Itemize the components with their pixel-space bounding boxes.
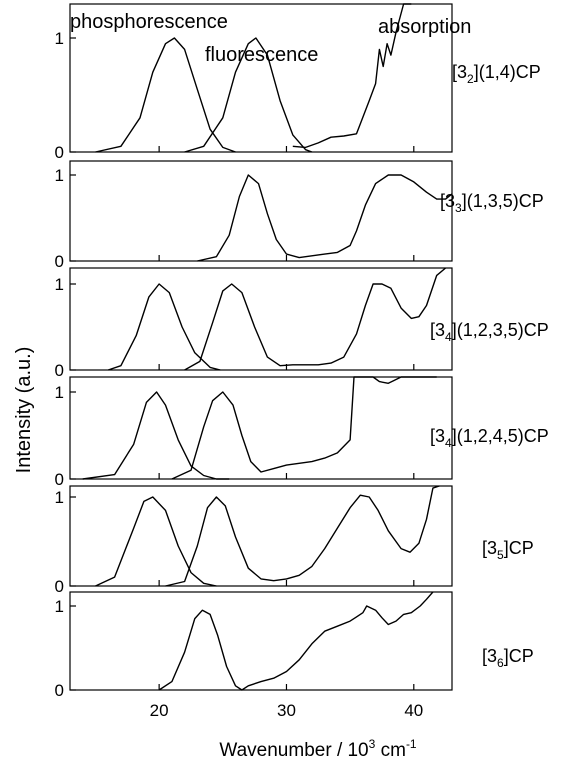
x-axis-label-unit-exp: -1 — [406, 737, 417, 751]
spectrum-line — [171, 376, 437, 480]
spectrum-line — [107, 283, 221, 371]
y-tick-label: 0 — [55, 577, 64, 596]
y-axis-label: Intensity (a.u.) — [13, 347, 35, 474]
spectrum-line — [197, 174, 453, 262]
y-tick-label: 1 — [55, 383, 64, 402]
spectrum-line — [95, 37, 236, 153]
spectrum-line — [184, 267, 447, 371]
y-tick-label: 1 — [55, 29, 64, 48]
panel-label: [34](1,2,3,5)CP — [430, 320, 549, 344]
panel-frame — [69, 3, 453, 153]
y-tick-label: 0 — [55, 470, 64, 489]
x-axis-label-exp: 3 — [369, 737, 376, 751]
y-tick-label: 1 — [55, 275, 64, 294]
y-tick-label: 1 — [55, 488, 64, 507]
spectrum-line — [95, 496, 217, 587]
y-tick-label: 0 — [55, 681, 64, 700]
panel-frame — [69, 160, 453, 262]
header-absorption: absorption — [378, 16, 471, 38]
spectrum-line — [158, 591, 434, 691]
spectrum-line — [292, 3, 412, 149]
panel-frame — [69, 591, 453, 691]
panel-label: [32](1,4)CP — [452, 62, 541, 86]
y-tick-label: 0 — [55, 143, 64, 162]
header-fluorescence: fluorescence — [205, 44, 318, 66]
header-phosphorescence: phosphorescence — [70, 11, 228, 33]
panel-label: [33](1,3,5)CP — [440, 191, 544, 215]
x-tick-label: 20 — [150, 701, 169, 720]
y-tick-label: 0 — [55, 252, 64, 271]
x-tick-label: 40 — [404, 701, 423, 720]
panel-frame — [69, 267, 453, 371]
x-tick-label: 30 — [277, 701, 296, 720]
y-tick-label: 0 — [55, 361, 64, 380]
x-axis-label-unit: cm — [375, 740, 406, 761]
panel-label: [35]CP — [482, 538, 534, 562]
spectrum-line — [184, 37, 313, 153]
panel-label: [36]CP — [482, 646, 534, 670]
panel-label: [34](1,2,4,5)CP — [430, 426, 549, 450]
x-axis-label-main: Wavenumber / 10 — [219, 740, 368, 761]
panel-frame — [69, 376, 453, 480]
y-tick-label: 1 — [55, 166, 64, 185]
panel-frame — [69, 485, 453, 587]
spectrum-line — [165, 485, 440, 587]
y-tick-label: 1 — [55, 597, 64, 616]
panels-group: 01[32](1,4)CP01[33](1,3,5)CP01[34](1,2,3… — [55, 3, 549, 720]
spectrum-line — [82, 391, 230, 480]
x-axis-label: Wavenumber / 103 cm-1 — [219, 737, 417, 761]
